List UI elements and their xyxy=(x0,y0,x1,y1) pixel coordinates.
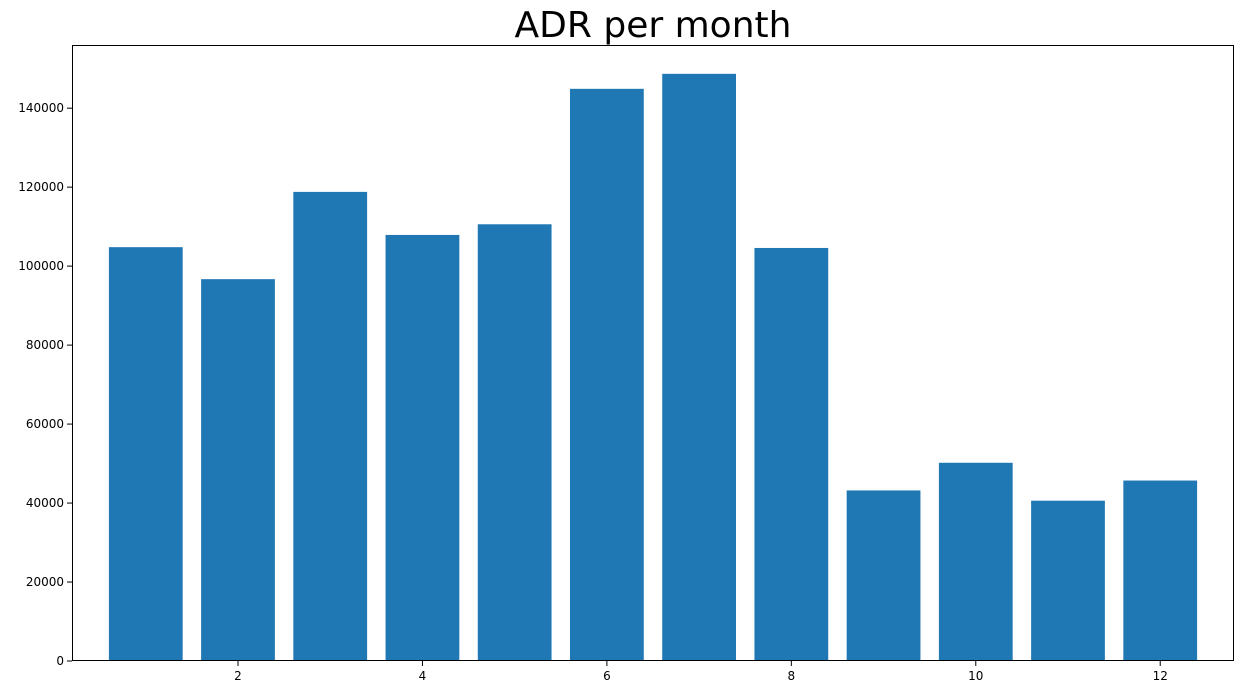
x-tick-label: 10 xyxy=(968,669,983,683)
x-axis: 2 4 6 8 10 12 xyxy=(234,661,1168,683)
bar-month-8 xyxy=(754,247,829,661)
y-tick-label: 20000 xyxy=(26,575,64,589)
bar-month-1 xyxy=(108,247,183,661)
bar-month-10 xyxy=(938,462,1013,661)
y-tick-label: 0 xyxy=(56,654,64,668)
bar-month-12 xyxy=(1123,480,1198,661)
y-tick-label: 120000 xyxy=(18,180,64,194)
x-tick-label: 8 xyxy=(788,669,796,683)
y-tick-label: 140000 xyxy=(18,101,64,115)
bar-month-6 xyxy=(570,88,644,662)
bar-month-7 xyxy=(662,73,736,662)
bar-month-3 xyxy=(293,191,368,661)
x-tick-label: 2 xyxy=(234,669,242,683)
y-tick-label: 100000 xyxy=(18,259,64,273)
plot-frame xyxy=(72,45,1234,661)
bar-month-4 xyxy=(385,234,460,661)
chart-title: ADR per month xyxy=(515,5,792,46)
x-tick-label: 4 xyxy=(419,669,427,683)
y-axis: 0 20000 40000 60000 80000 100000 120000 140000 xyxy=(18,101,72,668)
y-tick-label: 60000 xyxy=(26,417,64,431)
x-tick-label: 12 xyxy=(1153,669,1168,683)
bars-group xyxy=(108,73,1198,662)
bar-month-11 xyxy=(1031,500,1105,661)
x-tick-label: 6 xyxy=(603,669,611,683)
y-tick-label: 40000 xyxy=(26,496,64,510)
bar-month-2 xyxy=(201,279,275,661)
bar-month-5 xyxy=(477,224,552,661)
bar-month-9 xyxy=(846,490,921,661)
y-tick-label: 80000 xyxy=(26,338,64,352)
